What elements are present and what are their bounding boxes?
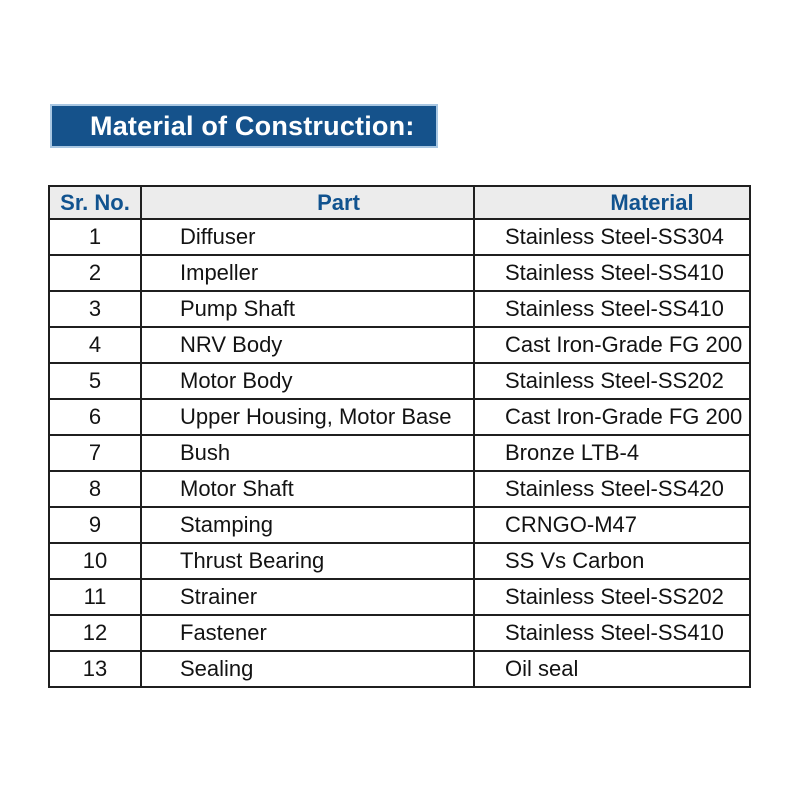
col-header-part: Part bbox=[140, 185, 475, 220]
table-row: 8 Motor Shaft Stainless Steel-SS420 bbox=[48, 470, 751, 508]
cell-part: Motor Body bbox=[140, 362, 475, 400]
cell-material: Stainless Steel-SS202 bbox=[473, 362, 751, 400]
table-row: 9 Stamping CRNGO-M47 bbox=[48, 506, 751, 544]
cell-sr-no: 1 bbox=[48, 218, 142, 256]
cell-sr-no: 4 bbox=[48, 326, 142, 364]
cell-part: Motor Shaft bbox=[140, 470, 475, 508]
cell-material: Stainless Steel-SS410 bbox=[473, 254, 751, 292]
cell-material: Stainless Steel-SS202 bbox=[473, 578, 751, 616]
cell-part: Sealing bbox=[140, 650, 475, 688]
cell-sr-no: 12 bbox=[48, 614, 142, 652]
cell-material: Stainless Steel-SS420 bbox=[473, 470, 751, 508]
cell-sr-no: 2 bbox=[48, 254, 142, 292]
table-row: 4 NRV Body Cast Iron-Grade FG 200 bbox=[48, 326, 751, 364]
cell-material: Stainless Steel-SS410 bbox=[473, 614, 751, 652]
table-row: 12 Fastener Stainless Steel-SS410 bbox=[48, 614, 751, 652]
cell-part: Diffuser bbox=[140, 218, 475, 256]
table-row: 13 Sealing Oil seal bbox=[48, 650, 751, 688]
cell-sr-no: 10 bbox=[48, 542, 142, 580]
cell-part: Fastener bbox=[140, 614, 475, 652]
table-row: 7 Bush Bronze LTB-4 bbox=[48, 434, 751, 472]
cell-sr-no: 13 bbox=[48, 650, 142, 688]
table-row: 3 Pump Shaft Stainless Steel-SS410 bbox=[48, 290, 751, 328]
cell-material: Bronze LTB-4 bbox=[473, 434, 751, 472]
table-row: 1 Diffuser Stainless Steel-SS304 bbox=[48, 218, 751, 256]
col-header-sr-no: Sr. No. bbox=[48, 185, 142, 220]
cell-sr-no: 7 bbox=[48, 434, 142, 472]
cell-sr-no: 11 bbox=[48, 578, 142, 616]
cell-part: NRV Body bbox=[140, 326, 475, 364]
cell-part: Bush bbox=[140, 434, 475, 472]
header-row: Sr. No. Part Material bbox=[48, 185, 751, 220]
cell-material: SS Vs Carbon bbox=[473, 542, 751, 580]
table-row: 6 Upper Housing, Motor Base Cast Iron-Gr… bbox=[48, 398, 751, 436]
cell-material: Stainless Steel-SS304 bbox=[473, 218, 751, 256]
table-header: Sr. No. Part Material bbox=[48, 185, 751, 220]
cell-part: Impeller bbox=[140, 254, 475, 292]
cell-sr-no: 5 bbox=[48, 362, 142, 400]
col-header-material: Material bbox=[473, 185, 751, 220]
cell-material: Stainless Steel-SS410 bbox=[473, 290, 751, 328]
cell-sr-no: 3 bbox=[48, 290, 142, 328]
cell-sr-no: 6 bbox=[48, 398, 142, 436]
cell-material: Cast Iron-Grade FG 200 bbox=[473, 398, 751, 436]
table-row: 11 Strainer Stainless Steel-SS202 bbox=[48, 578, 751, 616]
cell-part: Strainer bbox=[140, 578, 475, 616]
table-body: 1 Diffuser Stainless Steel-SS304 2 Impel… bbox=[48, 218, 751, 688]
materials-table: Sr. No. Part Material 1 Diffuser Stainle… bbox=[48, 185, 751, 688]
cell-sr-no: 9 bbox=[48, 506, 142, 544]
cell-sr-no: 8 bbox=[48, 470, 142, 508]
cell-material: Oil seal bbox=[473, 650, 751, 688]
cell-material: CRNGO-M47 bbox=[473, 506, 751, 544]
cell-part: Stamping bbox=[140, 506, 475, 544]
section-title: Material of Construction: bbox=[90, 110, 415, 141]
section-title-banner: Material of Construction: bbox=[50, 104, 438, 148]
cell-part: Pump Shaft bbox=[140, 290, 475, 328]
table-row: 5 Motor Body Stainless Steel-SS202 bbox=[48, 362, 751, 400]
cell-part: Thrust Bearing bbox=[140, 542, 475, 580]
cell-part: Upper Housing, Motor Base bbox=[140, 398, 475, 436]
cell-material: Cast Iron-Grade FG 200 bbox=[473, 326, 751, 364]
table-row: 10 Thrust Bearing SS Vs Carbon bbox=[48, 542, 751, 580]
table-row: 2 Impeller Stainless Steel-SS410 bbox=[48, 254, 751, 292]
